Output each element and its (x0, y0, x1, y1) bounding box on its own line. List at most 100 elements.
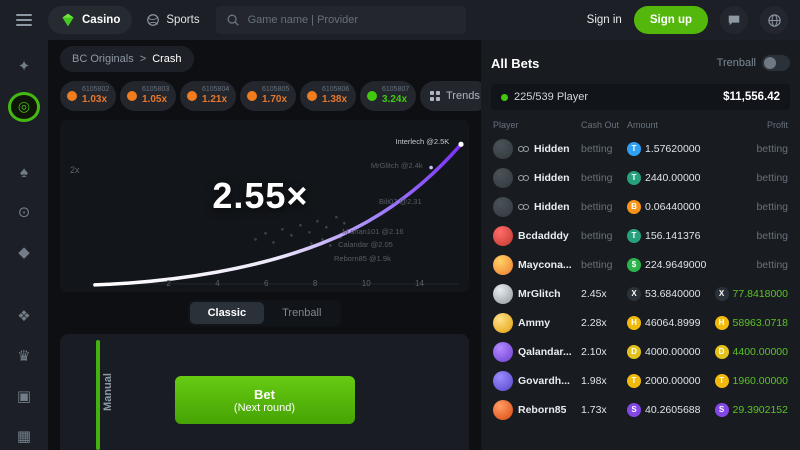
trends-label: Trends (446, 90, 480, 102)
tab-classic[interactable]: Classic (189, 302, 265, 324)
round-multiplier: 1.03x (82, 94, 108, 106)
bet-button-sublabel: (Next round) (233, 401, 296, 414)
cashout-value: 1.73x (581, 403, 607, 416)
player-name[interactable]: Ammy (518, 316, 551, 329)
avatar (493, 312, 513, 333)
amount-value: 156.141376 (645, 229, 701, 242)
sign-up-button[interactable]: Sign up (633, 6, 708, 34)
table-row: MrGlitch 2.45x X 53.6840000 X 77.8418000 (491, 279, 790, 308)
language-globe-icon[interactable] (760, 6, 788, 34)
cashout-annotation: Calandar @2.05 (338, 240, 393, 250)
history-chip[interactable]: 6105805 1.70x (240, 81, 296, 111)
avatar (493, 167, 513, 188)
player-name[interactable]: Govardh... (518, 374, 570, 387)
cashout-value: 1.98x (581, 374, 607, 387)
lottery-icon[interactable]: ❖ (9, 303, 39, 330)
x-tick: 4 (215, 279, 220, 288)
originals-icon[interactable]: ♠ (9, 159, 39, 186)
x-tick: 14 (415, 279, 424, 288)
amount-value: 40.2605688 (645, 403, 701, 416)
sports-ball-icon[interactable]: ⊙ (9, 199, 39, 226)
player-name[interactable]: MrGlitch (518, 287, 561, 300)
game-search[interactable] (215, 6, 466, 34)
manual-tab[interactable]: Manual (102, 373, 114, 411)
profit-value: betting (756, 200, 788, 213)
player-name[interactable]: Maycona... (518, 258, 572, 271)
amount-value: 53.6840000 (645, 287, 701, 300)
chat-icon[interactable] (720, 6, 748, 34)
round-multiplier: 1.38x (322, 94, 348, 106)
player-name[interactable]: Qalandar... (518, 345, 572, 358)
history-chip[interactable]: 6105803 1.05x (120, 81, 176, 111)
profit-coin-icon: X (714, 286, 729, 301)
profit-value: betting (756, 258, 788, 271)
player-name[interactable]: Hidden (534, 142, 570, 155)
table-row: Govardh... 1.98x T 2000.00000 T 1960.000… (491, 366, 790, 395)
casino-label: Casino (82, 14, 121, 26)
breadcrumb-current: Crash (152, 53, 182, 65)
trenball-toggle[interactable]: Trenball (717, 55, 790, 71)
round-id: 6105802 (82, 86, 110, 94)
history-chip[interactable]: 6105807 3.24x (360, 81, 416, 111)
casino-icon[interactable]: ◎ (8, 92, 40, 122)
token-icon[interactable]: ▣ (9, 383, 39, 410)
coin-icon: T (627, 170, 641, 185)
breadcrumb[interactable]: BC Originals > Crash (60, 46, 194, 72)
avatar (493, 254, 513, 275)
history-chip[interactable]: 6105804 1.21x (180, 81, 236, 111)
crash-chart: 2.55× 2x 2 4 6 8 10 14 Interlech @2.5K MrGlitc… (60, 120, 469, 292)
all-bets-panel: All Bets Trenball 225/539 Player $11,556… (481, 40, 800, 450)
bet-panel: Manual Bet (Next round) (60, 334, 469, 450)
round-multiplier: 1.05x (142, 94, 168, 106)
tab-trenball[interactable]: Trenball (264, 302, 339, 324)
round-multiplier: 1.21x (202, 94, 228, 106)
round-id: 6105805 (262, 86, 290, 94)
gift-icon[interactable]: ✦ (9, 52, 39, 79)
cashout-value: betting (581, 258, 613, 271)
top-bar: Casino Sports Sign in Sign up (0, 0, 800, 40)
player-name[interactable]: Hidden (534, 171, 570, 184)
history-chip[interactable]: 6105802 1.03x (60, 81, 116, 111)
profit-value: 58963.0718 (732, 316, 788, 329)
breadcrumb-root[interactable]: BC Originals (72, 53, 134, 65)
table-row: Maycona... betting $ 224.9649000 betting (491, 250, 790, 279)
profit-coin-icon: D (714, 344, 729, 359)
trends-button[interactable]: Trends (420, 81, 490, 111)
vip-icon[interactable]: ♛ (9, 343, 39, 370)
round-dot-icon (307, 91, 317, 101)
table-row: Hidden betting B 0.06440000 betting (491, 192, 790, 221)
cashout-annotation: M.shan101 @2.16 (342, 226, 404, 236)
coin-icon: T (627, 373, 641, 388)
game-area: BC Originals > Crash 6105802 1.03x 61058… (48, 40, 490, 450)
bet-button[interactable]: Bet (Next round) (174, 376, 355, 424)
amount-value: 1.57620000 (645, 142, 701, 155)
sports-label: Sports (166, 14, 200, 26)
player-name[interactable]: Hidden (534, 200, 570, 213)
hamburger-menu-icon[interactable] (0, 19, 48, 21)
trends-grid-icon (430, 91, 440, 101)
cashout-value: 2.45x (581, 287, 607, 300)
x-tick: 10 (361, 279, 371, 288)
toggle-switch[interactable] (762, 55, 790, 71)
gem-icon[interactable]: ◆ (9, 239, 39, 266)
sign-in-button[interactable]: Sign in (586, 14, 622, 26)
sports-nav-button[interactable]: Sports (146, 13, 200, 27)
round-dot-icon (367, 91, 377, 101)
casino-nav-button[interactable]: Casino (48, 6, 133, 34)
more-icon[interactable]: ▦ (9, 423, 39, 450)
trenball-toggle-label: Trenball (716, 57, 756, 69)
search-input[interactable] (247, 14, 456, 26)
history-chip[interactable]: 6105806 1.38x (300, 81, 356, 111)
total-wagered: $11,556.42 (723, 91, 780, 103)
cashout-value: betting (581, 142, 613, 155)
amount-value: 224.9649000 (645, 258, 707, 271)
round-id: 6105806 (322, 86, 350, 94)
round-id: 6105807 (382, 86, 410, 94)
amount-value: 4000.00000 (645, 345, 701, 358)
player-name[interactable]: Bcdadddy (518, 229, 569, 242)
players-count: 225/539 Player (514, 91, 588, 103)
y-axis-label: 2x (70, 164, 80, 175)
x-tick: 6 (264, 279, 269, 288)
player-name[interactable]: Reborn85 (518, 403, 567, 416)
profit-coin-icon: H (714, 315, 729, 330)
